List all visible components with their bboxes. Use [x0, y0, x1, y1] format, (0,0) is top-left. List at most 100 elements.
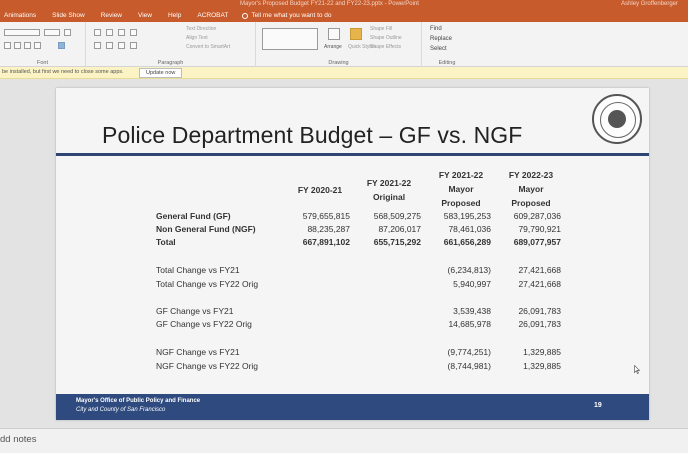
text-direction-button[interactable]: Text Direction [186, 26, 217, 32]
align-right-icon[interactable] [118, 42, 125, 49]
slide-footer: Mayor's Office of Public Policy and Fina… [56, 394, 649, 420]
cell-ngf-fy22-orig: 87,206,017 [378, 224, 421, 234]
row-label-ngf-change-fy22: NGF Change vs FY22 Orig [156, 361, 259, 371]
increase-indent-icon[interactable] [130, 29, 137, 36]
tab-help[interactable]: Help [167, 12, 182, 19]
numbering-icon[interactable] [106, 29, 113, 36]
footer-sub: City and County of San Francisco [76, 407, 166, 413]
shape-fill-button[interactable]: Shape Fill [370, 26, 393, 32]
row-label-gf-change-fy21: GF Change vs FY21 [156, 306, 234, 316]
paragraph-group-label: Paragraph [157, 60, 184, 66]
cell-gf-change-fy22-a: 14,685,978 [448, 319, 491, 329]
cell-total-change-fy22-a: 5,940,997 [453, 279, 491, 289]
slide[interactable]: Police Department Budget – GF vs. NGF FY… [56, 88, 649, 420]
cell-ngf-change-fy22-b: 1,329,885 [523, 361, 561, 371]
tell-me-search[interactable]: Tell me what you want to do [236, 12, 332, 19]
align-left-icon[interactable] [94, 42, 101, 49]
quick-styles-button[interactable]: Quick Styles [348, 44, 376, 50]
cell-total-change-fy21-a: (6,234,813) [447, 265, 491, 275]
quick-styles-icon[interactable] [350, 28, 362, 40]
tab-review[interactable]: Review [100, 12, 122, 19]
cell-gf-change-fy21-a: 3,539,438 [453, 306, 491, 316]
editing-group: Editing [422, 22, 472, 67]
italic-icon[interactable] [14, 42, 21, 49]
convert-smartart-button[interactable]: Convert to SmartArt [186, 44, 231, 50]
cell-total-fy23-prop: 689,077,957 [513, 237, 561, 247]
editing-group-label: Editing [438, 60, 456, 66]
arrange-button[interactable]: Arrange [324, 44, 342, 50]
cell-gf-fy22-prop: 583,195,253 [443, 211, 491, 221]
underline-icon[interactable] [24, 42, 31, 49]
title-bar: Mayor's Proposed Budget FY21-22 and FY22… [0, 0, 688, 22]
update-notification-bar: be installed, but first we need to close… [0, 67, 688, 79]
arrange-icon[interactable] [328, 28, 340, 40]
row-label-total-change-fy22: Total Change vs FY22 Orig [156, 279, 259, 289]
row-label-gf-change-fy22: GF Change vs FY22 Orig [156, 319, 252, 329]
user-name[interactable]: Ashley Groffenberger [621, 1, 678, 7]
paragraph-group: Text Direction Align Text Convert to Sma… [86, 22, 256, 67]
tell-me-label: Tell me what you want to do [251, 12, 332, 19]
justify-icon[interactable] [130, 42, 137, 49]
tab-acrobat[interactable]: ACROBAT [197, 12, 229, 19]
strikethrough-icon[interactable] [34, 42, 41, 49]
font-group-label: Font [36, 60, 48, 66]
replace-button[interactable]: Replace [430, 36, 453, 42]
cell-ngf-change-fy21-a: (9,774,251) [447, 347, 491, 357]
row-label-non-general-fund: Non General Fund (NGF) [156, 224, 256, 234]
row-label-total-change-fy21: Total Change vs FY21 [156, 265, 240, 275]
select-button[interactable]: Select [430, 46, 447, 52]
col-header-fy2020-21: FY 2020-21 [297, 185, 343, 195]
font-color-icon[interactable] [58, 42, 65, 49]
row-label-general-fund: General Fund (GF) [156, 211, 231, 221]
title-divider [56, 153, 649, 156]
align-text-button[interactable]: Align Text [186, 35, 208, 41]
ribbon: Font Text Direction Align Text Convert t… [0, 22, 688, 67]
footer-org: Mayor's Office of Public Policy and Fina… [76, 398, 201, 404]
cell-gf-fy22-orig: 568,509,275 [373, 211, 421, 221]
tab-slide-show[interactable]: Slide Show [52, 12, 85, 19]
font-group: Font [0, 22, 86, 67]
tab-animations[interactable]: Animations [4, 12, 37, 19]
drawing-group-label: Drawing [328, 60, 349, 66]
update-message: be installed, but first we need to close… [2, 69, 124, 75]
col-header-fy2021-22-proposed: FY 2021-22 Mayor Proposed [438, 170, 484, 208]
notes-placeholder: dd notes [0, 434, 37, 445]
cell-total-fy22-orig: 655,715,292 [373, 237, 421, 247]
row-label-ngf-change-fy21: NGF Change vs FY21 [156, 347, 240, 357]
bold-icon[interactable] [4, 42, 11, 49]
slide-title[interactable]: Police Department Budget – GF vs. NGF [102, 122, 523, 148]
col-header-fy2021-22-original: FY 2021-22 Original [366, 178, 412, 202]
cell-total-fy22-prop: 661,656,289 [443, 237, 491, 247]
mouse-pointer-icon [634, 365, 640, 374]
col-header-fy2022-23-proposed: FY 2022-23 Mayor Proposed [508, 170, 554, 208]
cell-gf-fy21: 579,655,815 [302, 211, 350, 221]
cell-gf-change-fy22-b: 26,091,783 [518, 319, 561, 329]
cell-total-change-fy22-b: 27,421,668 [518, 279, 561, 289]
shape-effects-button[interactable]: Shape Effects [370, 44, 402, 50]
font-name-box[interactable] [4, 29, 40, 36]
cell-ngf-change-fy22-a: (8,744,981) [447, 361, 491, 371]
bullets-icon[interactable] [94, 29, 101, 36]
cell-ngf-fy22-prop: 78,461,036 [448, 224, 491, 234]
align-center-icon[interactable] [106, 42, 113, 49]
cell-ngf-fy21: 88,235,287 [307, 224, 350, 234]
notes-pane[interactable]: dd notes [0, 428, 688, 453]
document-title: Mayor's Proposed Budget FY21-22 and FY22… [240, 1, 419, 7]
font-size-box[interactable] [44, 29, 60, 36]
cell-total-fy21: 667,891,102 [302, 237, 350, 247]
find-button[interactable]: Find [430, 26, 442, 32]
decrease-indent-icon[interactable] [118, 29, 125, 36]
ribbon-tabs: Animations Slide Show Review View Help A… [0, 9, 332, 22]
lightbulb-icon [242, 12, 249, 19]
tab-view[interactable]: View [138, 12, 152, 19]
grow-font-icon[interactable] [64, 29, 71, 36]
cell-total-change-fy21-b: 27,421,668 [518, 265, 561, 275]
city-seal-logo [592, 94, 642, 144]
cell-gf-change-fy21-b: 26,091,783 [518, 306, 561, 316]
shapes-gallery[interactable] [262, 28, 318, 50]
update-now-button[interactable]: Update now [139, 68, 183, 78]
cell-ngf-fy23-prop: 79,790,921 [518, 224, 561, 234]
cell-gf-fy23-prop: 609,287,036 [513, 211, 561, 221]
shape-outline-button[interactable]: Shape Outline [370, 35, 402, 41]
row-label-total: Total [156, 237, 176, 247]
